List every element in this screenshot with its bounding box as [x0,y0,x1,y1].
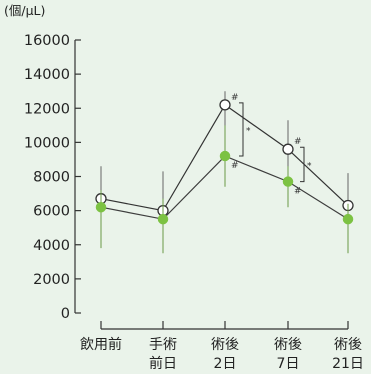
significance-hash-mark: # [231,93,239,103]
significance-hash-mark: # [294,137,302,147]
x-tick-label-line2: 前日 [149,355,177,372]
y-tick-label: 4000 [33,238,70,254]
x-tick-label: 手術 [149,337,177,353]
x-tick-label-line2: 7日 [277,356,300,372]
y-tick-label: 14000 [24,67,70,83]
y-tick-label: 12000 [24,101,70,117]
significance-star-mark: * [307,161,312,171]
data-point [219,99,231,111]
y-tick-label: 8000 [33,170,70,186]
annotation-layer: # # # # * * [231,93,312,197]
x-tick-label: 術後 [334,337,362,353]
data-point [95,201,107,213]
x-tick-label: 飲用前 [80,336,122,353]
y-tick-label: 2000 [33,272,70,288]
data-point [342,213,354,225]
data-point [282,176,294,187]
y-tick-label: 10000 [24,135,70,151]
data-point [157,213,169,225]
significance-hash-mark: # [231,161,239,171]
data-point [282,143,294,155]
significance-star-mark: * [246,126,251,136]
series-layer [95,91,354,254]
y-tick-label: 0 [61,306,70,322]
y-axis: 0 2000 4000 6000 8000 10000 12000 14000 16000 [24,33,81,322]
x-tick-label-line2: 21日 [332,356,364,372]
y-tick-label: 6000 [33,204,70,220]
significance-bracket [239,102,244,157]
x-tick-label: 術後 [211,337,239,353]
x-tick-label-line2: 2日 [214,356,237,372]
significance-bracket [300,146,305,183]
data-point [219,150,231,162]
x-tick-label: 術後 [274,337,302,353]
significance-hash-mark: # [294,187,302,197]
series-2 [95,125,354,254]
y-axis-unit-label: (個/μL) [4,3,45,18]
y-tick-label: 16000 [24,33,70,49]
